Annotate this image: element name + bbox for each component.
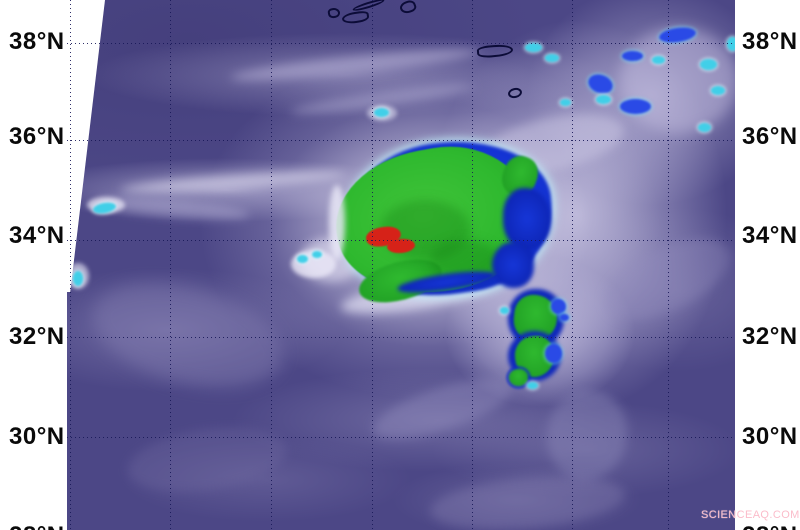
latitude-label-right-28n: 28°N [742,524,798,530]
convection-speck [525,43,542,52]
latitude-label-right-32n: 32°N [742,323,798,350]
convection-speck [374,108,389,117]
convection-speck [551,299,566,314]
convection-speck [545,344,562,363]
convection-speck [312,251,322,258]
convection-speck [500,307,509,314]
latitude-label-left-36n: 36°N [9,123,65,150]
convection-speck [545,54,559,62]
convection-speck [596,95,611,104]
watermark-text: SCIENCEAQ.COM [701,509,800,521]
longitude-gridline [668,0,669,530]
cluster-green-cell [509,369,528,386]
longitude-gridline [572,0,573,530]
latitude-gridline [67,140,735,141]
latitude-label-right-38n: 38°N [742,28,798,55]
convection-speck [698,123,711,132]
longitude-gridline [271,0,272,530]
latitude-label-left-34n: 34°N [9,222,65,249]
latitude-gridline [67,437,735,438]
latitude-gridline [67,337,735,338]
convection-speck [297,255,308,263]
convection-speck [620,99,651,114]
cloud-wisp [620,28,735,133]
latitude-label-right-30n: 30°N [742,423,798,450]
storm-white-fringe [329,185,345,260]
convection-speck [527,382,538,389]
latitude-gridline [67,43,735,44]
convection-speck [560,314,569,321]
convection-speck [560,99,571,106]
latitude-label-left-38n: 38°N [9,28,65,55]
longitude-gridline [70,0,71,530]
latitude-gridline [67,240,735,241]
latitude-label-left-28n: 28°N [9,524,65,530]
latitude-label-left-32n: 32°N [9,323,65,350]
latitude-label-right-36n: 36°N [742,123,798,150]
latitude-label-left-30n: 30°N [9,423,65,450]
convection-speck [652,56,665,64]
storm-blue-lobe [492,242,534,288]
longitude-gridline [170,0,171,530]
satellite-map-area [67,0,735,530]
convection-speck [73,271,83,286]
latitude-label-right-34n: 34°N [742,222,798,249]
storm-blue-lobe [503,188,551,250]
convection-speck [711,86,725,95]
longitude-gridline [472,0,473,530]
longitude-gridline [372,0,373,530]
convection-speck [622,51,643,61]
convection-speck [727,37,735,51]
convection-speck [700,59,717,70]
